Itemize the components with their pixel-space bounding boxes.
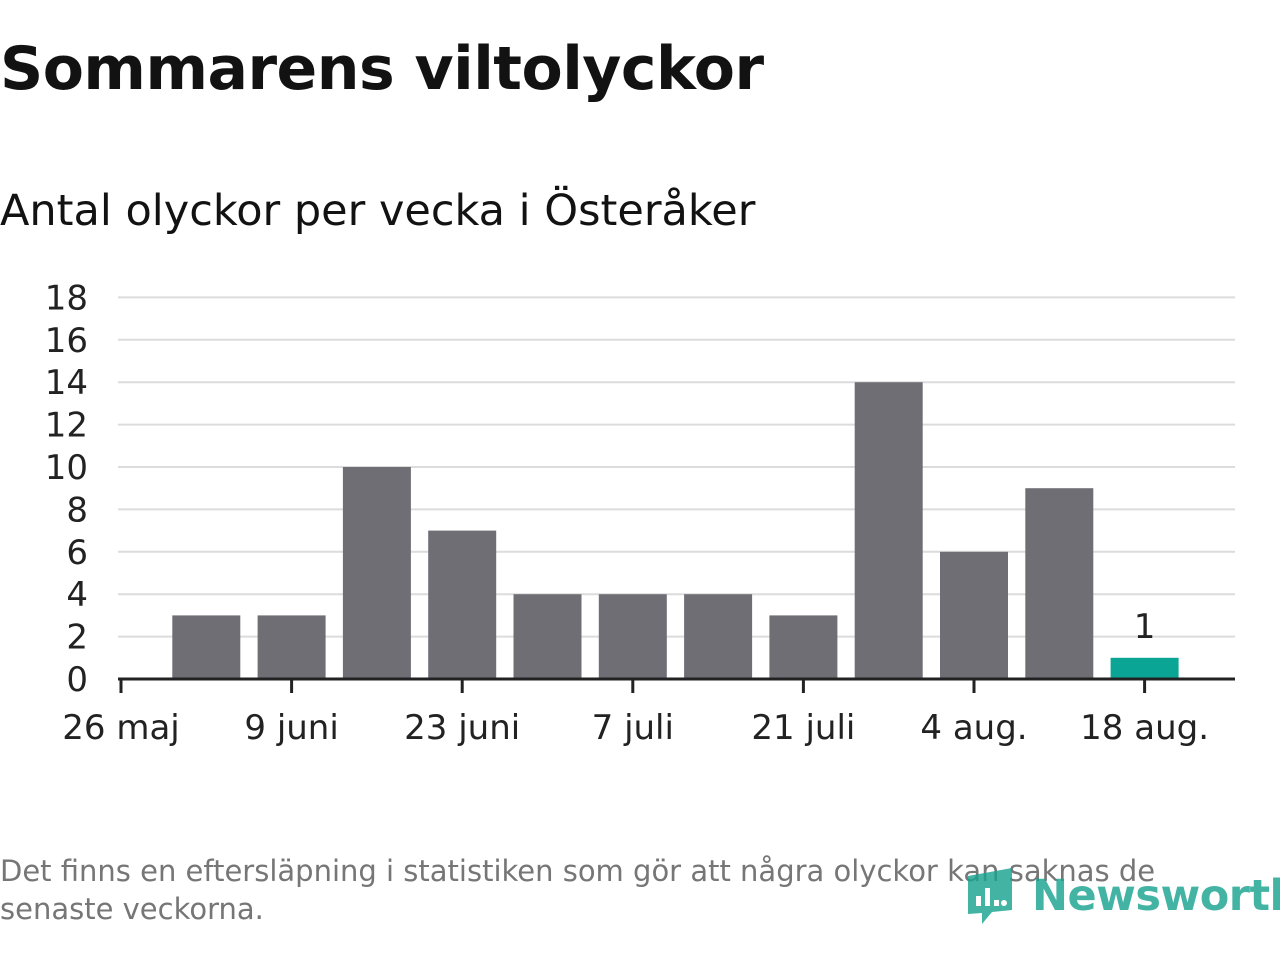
bar — [172, 615, 241, 679]
x-tick-label: 21 juli — [751, 708, 855, 748]
y-tick-label: 16 — [45, 321, 88, 361]
bar — [854, 382, 923, 679]
y-tick-label: 4 — [66, 575, 88, 615]
bar — [940, 551, 1008, 679]
newsworthy-logo-icon — [968, 868, 1012, 924]
x-tick-label: 23 juni — [404, 708, 520, 748]
x-tick-label: 26 maj — [62, 708, 179, 748]
footnote: Det finns en eftersläpning i statistiken… — [0, 854, 1156, 926]
bar — [428, 530, 497, 679]
bar-highlight — [1110, 657, 1179, 679]
y-tick-label: 6 — [66, 533, 88, 573]
x-tick-label: 4 aug. — [920, 708, 1027, 748]
bar — [598, 594, 667, 679]
bar — [769, 615, 838, 679]
bar — [257, 615, 326, 679]
bar — [342, 467, 411, 679]
bar — [513, 594, 582, 679]
bar — [1025, 488, 1094, 679]
y-tick-label: 18 — [45, 278, 88, 318]
chart-subtitle: Antal olyckor per vecka i Österåker — [0, 186, 756, 236]
x-tick-label: 18 aug. — [1080, 708, 1209, 748]
y-tick-label: 8 — [66, 490, 88, 530]
y-tick-label: 0 — [66, 660, 88, 700]
y-tick-label: 14 — [45, 363, 88, 403]
data-label: 1 — [1134, 607, 1156, 647]
newsworthy-logo-text: Newsworthy — [1032, 871, 1280, 921]
y-tick-label: 10 — [45, 448, 88, 488]
bar — [684, 594, 753, 679]
x-tick-label: 9 juni — [244, 708, 338, 748]
chart-title: Sommarens viltolyckor — [0, 34, 764, 104]
newsworthy-logo: Newsworthy — [964, 866, 1280, 926]
y-tick-label: 12 — [45, 406, 88, 446]
y-tick-label: 2 — [66, 618, 88, 658]
x-tick-label: 7 juli — [592, 708, 674, 748]
